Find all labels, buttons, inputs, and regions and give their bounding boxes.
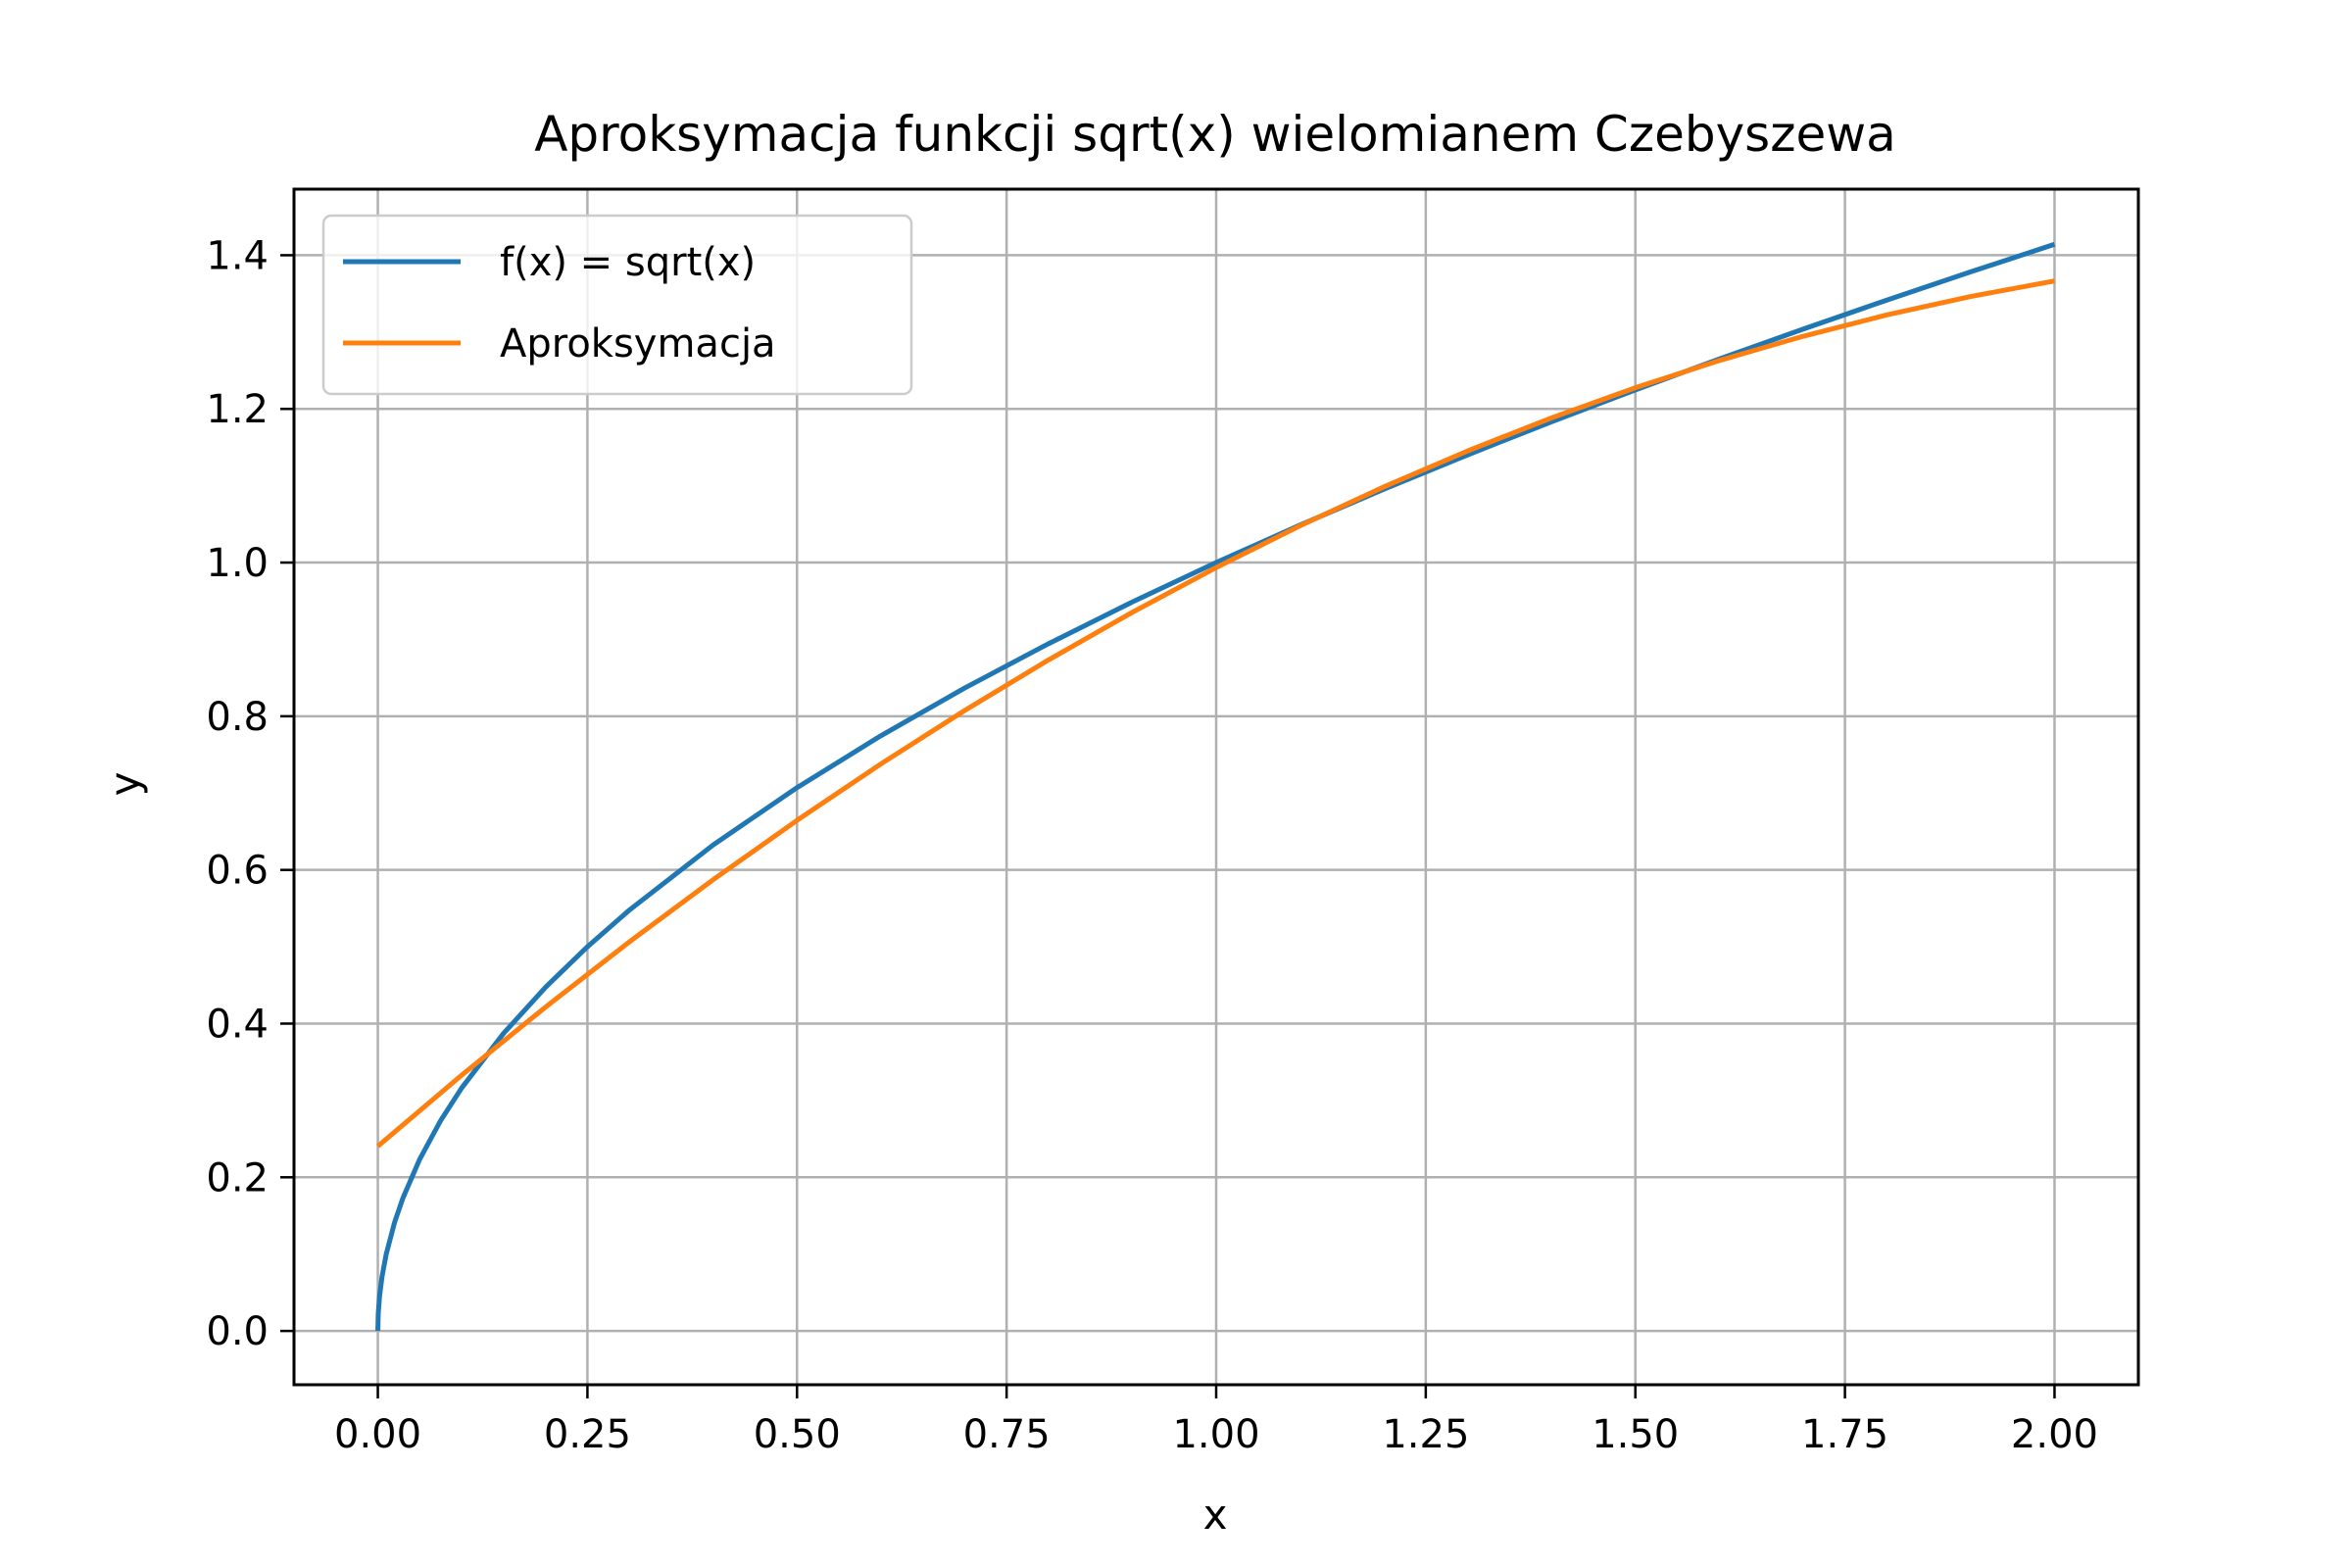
- y-tick-label-4: 0.8: [206, 695, 269, 740]
- x-tick-label-7: 1.75: [1801, 1412, 1888, 1457]
- x-tick-label-0: 0.00: [334, 1412, 421, 1457]
- y-tick-label-5: 1.0: [206, 541, 269, 586]
- x-tick-label-1: 0.25: [544, 1412, 631, 1457]
- x-axis-label: x: [1203, 1491, 1228, 1539]
- legend-box: [321, 214, 913, 396]
- y-tick-label-6: 1.2: [206, 387, 269, 432]
- y-tick-label-2: 0.4: [206, 1002, 269, 1047]
- legend-label-sqrt: f(x) = sqrt(x): [500, 240, 756, 285]
- y-grid: [294, 254, 2138, 1333]
- series-line-approximation: [375, 278, 2055, 1149]
- y-tick-label-7: 1.4: [206, 233, 269, 278]
- y-tick-label-1: 0.2: [206, 1155, 269, 1200]
- legend-label-approximation: Aproksymacja: [500, 321, 776, 367]
- y-tick-label-0: 0.0: [206, 1309, 269, 1354]
- x-axis-ticks: 0.00 0.25 0.50 0.75 1.00 1.25 1.50 1.75 2.00: [334, 1385, 2098, 1457]
- chart-title: Aproksymacja funkcji sqrt(x) wielomianem…: [534, 106, 1896, 163]
- x-tick-label-4: 1.00: [1172, 1412, 1259, 1457]
- x-tick-label-3: 0.75: [963, 1412, 1051, 1457]
- y-axis-ticks: 0.0 0.2 0.4 0.6 0.8 1.0 1.2 1.4: [206, 233, 294, 1354]
- y-axis-label: y: [101, 772, 149, 797]
- series-layer: [375, 241, 2056, 1332]
- x-tick-label-6: 1.50: [1592, 1412, 1679, 1457]
- x-tick-label-2: 0.50: [754, 1412, 841, 1457]
- y-tick-label-3: 0.6: [206, 849, 269, 894]
- x-tick-label-8: 2.00: [2011, 1412, 2098, 1457]
- x-tick-label-5: 1.25: [1382, 1412, 1469, 1457]
- legend: f(x) = sqrt(x) Aproksymacja: [321, 214, 913, 396]
